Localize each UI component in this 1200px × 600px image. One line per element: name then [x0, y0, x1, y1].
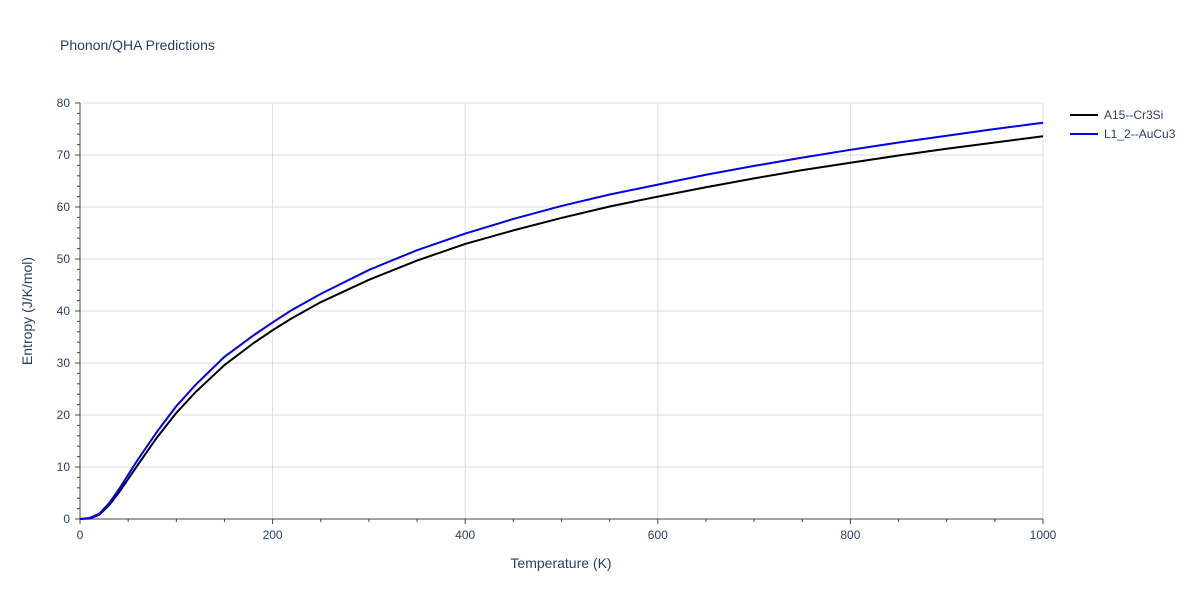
y-tick-label: 80 — [57, 96, 71, 110]
legend: A15--Cr3Si L1_2--AuCu3 — [1070, 108, 1176, 141]
series-line-2 — [79, 121, 1044, 520]
x-tick-label: 1000 — [1030, 528, 1057, 542]
y-tick-label: 40 — [57, 304, 71, 318]
y-tick-label: 0 — [63, 512, 70, 526]
x-tick-label: 0 — [77, 528, 84, 542]
plot-area — [79, 121, 1044, 520]
y-axis-ticks: 0 10 20 30 40 50 60 70 80 — [57, 96, 71, 526]
series-line-1 — [79, 135, 1044, 520]
grid — [80, 102, 1044, 519]
x-axis-ticks: 0 200 400 600 800 1000 — [77, 528, 1057, 542]
y-axis-title: Entropy (J/K/mol) — [19, 257, 35, 365]
axes — [75, 102, 1044, 524]
y-tick-label: 50 — [57, 252, 71, 266]
x-tick-label: 200 — [263, 528, 283, 542]
y-tick-label: 30 — [57, 356, 71, 370]
chart-title: Phonon/QHA Predictions — [60, 37, 215, 53]
x-axis-title: Temperature (K) — [510, 555, 611, 571]
legend-item[interactable]: L1_2--AuCu3 — [1070, 127, 1176, 141]
legend-item[interactable]: A15--Cr3Si — [1070, 108, 1163, 122]
y-tick-label: 60 — [57, 200, 71, 214]
y-tick-label: 20 — [57, 408, 71, 422]
legend-label: A15--Cr3Si — [1104, 108, 1163, 122]
x-tick-label: 800 — [840, 528, 860, 542]
legend-label: L1_2--AuCu3 — [1104, 127, 1176, 141]
x-tick-label: 400 — [455, 528, 475, 542]
x-tick-label: 600 — [648, 528, 668, 542]
y-tick-label: 70 — [57, 148, 71, 162]
y-tick-label: 10 — [57, 460, 71, 474]
